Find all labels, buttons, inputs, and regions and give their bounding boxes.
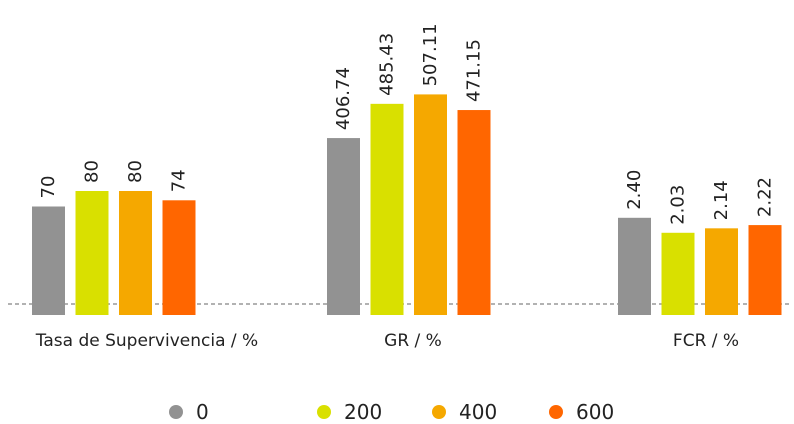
bar-value-label: 485.43 [377,33,398,96]
legend-label-600: 600 [576,400,614,424]
legend-swatch-200 [317,405,331,419]
bar-1-600 [162,200,196,315]
bar-value-label: 2.40 [624,170,645,210]
bar-value-label: 80 [82,160,103,183]
legend-label-200: 200 [344,400,382,424]
category-label: FCR / % [673,331,739,351]
bar-3-200 [661,232,695,315]
category-labels: Tasa de Supervivencia / % GR / % FCR / % [35,331,739,351]
bar-1-0 [32,206,65,315]
bar-value-label: 507.11 [420,23,441,86]
category-label: GR / % [384,331,442,351]
bar-3-0 [618,217,651,315]
bar-2-200 [370,103,404,315]
bar-2-400 [414,94,447,315]
bar-value-label: 80 [125,160,146,183]
legend-swatch-0 [169,405,183,419]
bar-2-600 [457,110,491,316]
bar-value-label: 74 [169,169,190,192]
bar-value-label: 2.14 [711,180,732,220]
legend-swatch-600 [549,405,563,419]
bar-1-200 [75,191,109,315]
bar-value-label: 471.15 [464,39,485,102]
legend-swatch-400 [432,405,446,419]
bar-value-label: 70 [38,176,59,199]
bar-value-label: 2.03 [668,185,689,225]
bar-3-400 [705,228,738,315]
bar-3-600 [748,225,782,315]
legend: 0 200 400 600 [169,400,614,424]
bar-1-400 [119,191,152,315]
bar-value-label: 2.22 [755,177,776,217]
bar-value-label: 406.74 [333,67,354,130]
category-label: Tasa de Supervivencia / % [35,331,258,351]
bars-layer: 70 80 80 74 406.74 485.43 507.11 471.15 2.40 2.03… [32,23,782,316]
bar-2-0 [327,138,360,315]
legend-label-0: 0 [196,400,209,424]
legend-label-400: 400 [459,400,497,424]
